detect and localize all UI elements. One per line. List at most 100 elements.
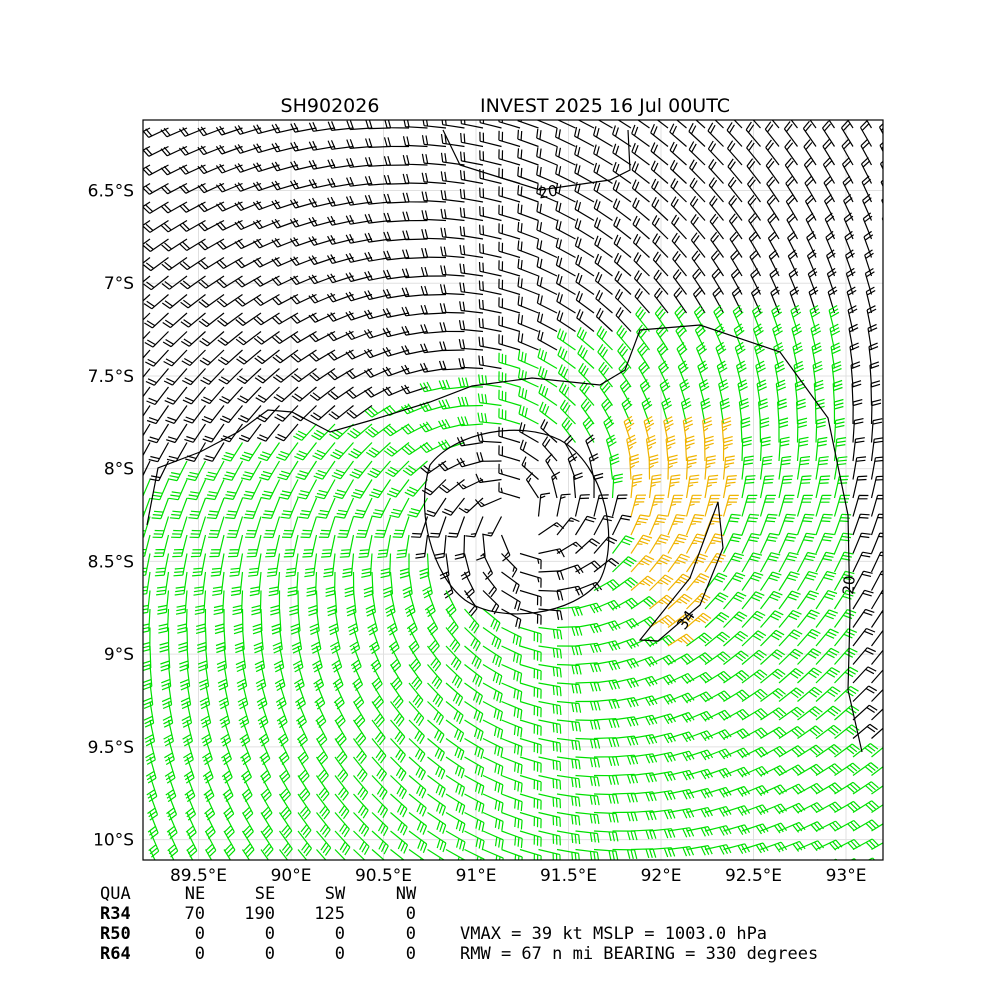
wind-barb bbox=[327, 367, 354, 381]
wind-barb bbox=[630, 734, 658, 745]
wind-barb bbox=[519, 811, 542, 829]
wind-barb bbox=[166, 812, 178, 840]
wind-barb bbox=[233, 608, 244, 635]
wind-barb bbox=[536, 311, 558, 333]
wind-barb bbox=[519, 719, 542, 736]
wind-barb bbox=[741, 804, 769, 816]
wind-barb bbox=[674, 305, 688, 332]
wind-barb bbox=[771, 120, 780, 129]
wind-barb bbox=[363, 348, 391, 359]
x-tick-label: 93°E bbox=[826, 866, 867, 886]
wind-barb bbox=[834, 647, 858, 665]
wind-barb bbox=[185, 812, 197, 839]
wind-barb bbox=[172, 534, 188, 558]
wind-barb bbox=[427, 775, 446, 798]
wind-barb bbox=[345, 349, 373, 360]
wind-barb bbox=[536, 293, 558, 314]
wind-barb bbox=[382, 327, 410, 338]
wind-barb bbox=[659, 378, 671, 406]
wind-barb bbox=[616, 325, 632, 351]
wind-barb bbox=[422, 120, 447, 129]
wind-barb bbox=[464, 737, 484, 759]
wind-barb bbox=[294, 442, 317, 461]
wind-barb bbox=[704, 455, 716, 480]
wind-barb bbox=[617, 343, 632, 369]
wind-barb bbox=[841, 157, 854, 184]
wind-barb bbox=[815, 475, 831, 499]
wind-barb bbox=[459, 301, 484, 314]
wind-barb bbox=[614, 270, 632, 295]
wind-barb bbox=[595, 289, 613, 314]
wind-barb bbox=[184, 423, 206, 443]
wind-barb bbox=[334, 812, 350, 838]
wind-barb bbox=[809, 120, 817, 129]
wind-barb bbox=[556, 774, 581, 789]
wind-barb bbox=[216, 294, 243, 308]
wind-barb bbox=[545, 453, 558, 480]
wind-barb bbox=[519, 756, 542, 773]
wind-barb bbox=[163, 368, 188, 386]
wind-barb bbox=[815, 456, 829, 480]
wind-barb bbox=[747, 194, 761, 221]
wind-barb bbox=[353, 738, 367, 764]
wind-barb bbox=[345, 291, 373, 302]
wind-barb bbox=[277, 460, 299, 481]
wind-barb bbox=[723, 689, 750, 703]
wind-barb bbox=[482, 590, 500, 615]
wind-barb bbox=[300, 516, 318, 539]
wind-barb bbox=[741, 746, 769, 758]
wind-barb bbox=[438, 419, 465, 430]
wind-barb bbox=[556, 606, 583, 617]
wind-barb bbox=[667, 533, 689, 554]
wind-barb bbox=[833, 456, 848, 480]
wind-barb bbox=[538, 626, 563, 640]
wind-barb bbox=[143, 220, 151, 226]
wind-barb bbox=[241, 812, 254, 839]
wind-barb bbox=[852, 437, 865, 462]
wind-barb bbox=[648, 534, 671, 554]
wind-barb bbox=[150, 479, 170, 501]
wind-barb bbox=[651, 178, 669, 203]
wind-barb bbox=[556, 493, 571, 517]
wind-barb bbox=[385, 590, 396, 617]
wind-barb bbox=[561, 417, 576, 443]
wind-barb bbox=[308, 590, 318, 616]
wind-barb bbox=[652, 233, 669, 258]
wind-barb bbox=[519, 589, 542, 607]
wind-barb bbox=[612, 677, 639, 689]
wind-barb bbox=[272, 330, 299, 345]
wind-barb bbox=[328, 608, 339, 636]
wind-barb bbox=[345, 233, 373, 244]
wind-barb bbox=[806, 249, 817, 277]
wind-barb bbox=[672, 269, 687, 295]
wind-barb bbox=[517, 129, 539, 148]
wind-barb bbox=[778, 455, 792, 480]
wind-barb bbox=[770, 286, 780, 314]
wind-barb bbox=[630, 753, 658, 764]
wind-barb bbox=[723, 747, 750, 759]
wind-barb bbox=[736, 360, 747, 388]
wind-barb bbox=[722, 455, 735, 480]
wind-barb bbox=[871, 609, 883, 628]
wind-barb bbox=[815, 820, 843, 832]
wind-barb bbox=[676, 342, 688, 369]
wind-barb bbox=[158, 608, 170, 634]
wind-barb bbox=[815, 513, 833, 536]
wind-barb bbox=[392, 516, 410, 538]
wind-barb bbox=[612, 792, 638, 803]
wind-barb bbox=[686, 573, 710, 591]
wind-barb bbox=[290, 122, 317, 133]
wind-barb bbox=[346, 590, 357, 617]
wind-barb bbox=[168, 479, 188, 501]
wind-barb bbox=[252, 124, 280, 135]
wind-barb bbox=[797, 706, 823, 721]
wind-barb bbox=[772, 323, 783, 351]
wind-barb bbox=[241, 775, 253, 802]
wind-barb bbox=[252, 608, 263, 635]
wind-barb bbox=[612, 830, 638, 841]
wind-barb bbox=[684, 435, 695, 462]
wind-barb bbox=[633, 252, 650, 277]
wind-barb bbox=[519, 700, 542, 718]
wind-barb bbox=[613, 234, 632, 258]
wind-barb bbox=[630, 494, 647, 517]
